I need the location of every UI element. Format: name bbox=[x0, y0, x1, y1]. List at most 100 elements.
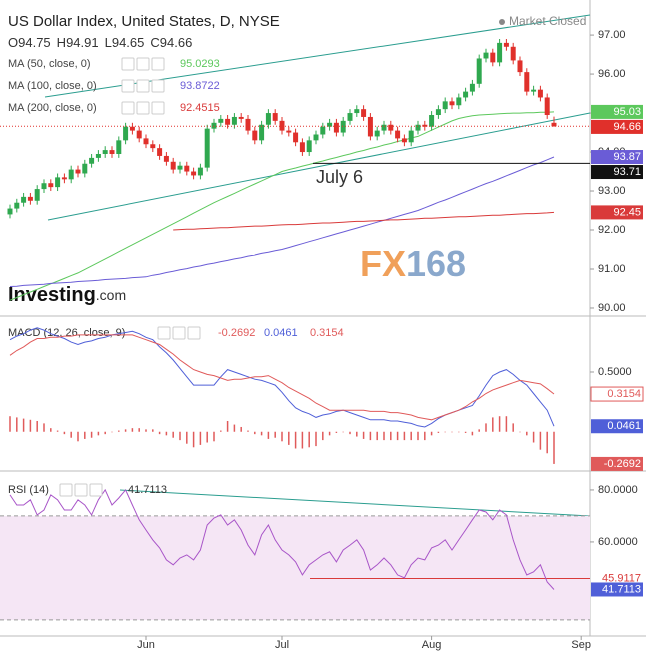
candle-body bbox=[517, 60, 523, 73]
ohlc-key: L bbox=[105, 35, 112, 50]
candle-body bbox=[347, 113, 353, 121]
legend-value: -0.2692 bbox=[218, 327, 255, 339]
candle-body bbox=[531, 89, 537, 92]
candle-body bbox=[252, 130, 258, 141]
legend-name: MA (100, close, 0) bbox=[8, 80, 97, 92]
ohlc-key: O bbox=[8, 35, 18, 50]
candle-body bbox=[129, 126, 135, 131]
price-badge: 95.03 bbox=[613, 106, 641, 118]
candle-body bbox=[422, 124, 428, 127]
y-tick-label: 60.0000 bbox=[598, 536, 638, 548]
histogram-bar bbox=[165, 431, 168, 436]
candle-body bbox=[497, 42, 503, 63]
histogram-bar bbox=[281, 431, 283, 442]
candle-body bbox=[354, 109, 360, 114]
chart-title: US Dollar Index, United States, D, NYSE bbox=[8, 13, 280, 30]
y-tick-label: 92.00 bbox=[598, 224, 626, 236]
logo: Investing.com bbox=[8, 284, 126, 306]
candle-body bbox=[150, 144, 156, 149]
histogram-bar bbox=[288, 431, 290, 445]
candle-body bbox=[510, 46, 516, 61]
histogram-bar bbox=[16, 417, 18, 432]
histogram-bar bbox=[383, 431, 385, 441]
candle-body bbox=[95, 153, 101, 158]
candle-body bbox=[238, 116, 244, 119]
moving-average-line bbox=[9, 156, 555, 287]
rsi-badge: 45.9117 bbox=[602, 572, 641, 584]
histogram-bar bbox=[396, 431, 399, 441]
candle-body bbox=[476, 58, 482, 84]
rsi-title: RSI (14) bbox=[8, 484, 49, 496]
histogram-bar bbox=[335, 431, 338, 433]
candle-body bbox=[442, 101, 448, 110]
legend-value: 0.3154 bbox=[310, 327, 344, 339]
candle-body bbox=[265, 113, 271, 125]
price-badge-bg bbox=[591, 165, 643, 180]
candle-body bbox=[490, 52, 496, 63]
histogram-bar bbox=[50, 428, 52, 432]
candle-body bbox=[449, 101, 455, 106]
candle-body bbox=[395, 130, 401, 139]
candle-body bbox=[401, 138, 407, 143]
candle-body bbox=[123, 126, 129, 141]
histogram-bar bbox=[260, 431, 263, 436]
histogram-bar bbox=[464, 431, 467, 433]
candle-body bbox=[333, 122, 339, 133]
legend-value: 95.0293 bbox=[180, 58, 220, 70]
histogram-bar bbox=[410, 431, 412, 441]
histogram-bar bbox=[22, 418, 25, 432]
histogram-bar bbox=[111, 431, 113, 433]
candle-body bbox=[55, 177, 61, 188]
trend-line bbox=[44, 14, 591, 98]
logo-text: Investing bbox=[8, 284, 96, 306]
legend-icon bbox=[59, 483, 73, 497]
ohlc-value: 94.65 bbox=[112, 35, 145, 50]
x-tick-label: Sep bbox=[571, 639, 591, 651]
candle-body bbox=[21, 196, 27, 203]
legend-icon bbox=[121, 101, 135, 115]
histogram-bar bbox=[29, 419, 32, 432]
histogram-bar bbox=[308, 431, 310, 448]
trend-line bbox=[119, 489, 591, 517]
candle-body bbox=[163, 155, 169, 162]
candle-body bbox=[7, 208, 13, 215]
candle-body bbox=[204, 128, 210, 168]
histogram-bar bbox=[36, 420, 38, 432]
histogram-bar bbox=[519, 431, 521, 433]
legend-value: 41.7113 bbox=[128, 484, 167, 496]
histogram-bar bbox=[485, 423, 487, 432]
candle-body bbox=[408, 130, 414, 143]
histogram-bar bbox=[70, 431, 72, 438]
legend-icon bbox=[89, 483, 103, 497]
histogram-bar bbox=[172, 431, 174, 438]
legend-icon bbox=[187, 326, 201, 340]
histogram-bar bbox=[458, 431, 460, 433]
histogram-bar bbox=[43, 423, 45, 432]
macd-title: MACD (12, 26, close, 9) bbox=[8, 327, 125, 339]
candle-body bbox=[191, 171, 197, 176]
price-badge-bg bbox=[591, 104, 643, 119]
macd-badge: -0.2692 bbox=[604, 458, 641, 470]
histogram-bar bbox=[471, 431, 474, 436]
histogram-bar bbox=[526, 431, 528, 436]
histogram-bar bbox=[356, 431, 358, 437]
y-tick-label: 96.00 bbox=[598, 68, 626, 80]
histogram-bar bbox=[532, 431, 535, 443]
moving-average-line bbox=[9, 111, 555, 301]
macd-badge: 0.3154 bbox=[607, 388, 641, 400]
histogram-bar bbox=[233, 424, 236, 432]
histogram-bar bbox=[56, 430, 59, 432]
candle-body bbox=[551, 122, 557, 127]
rsi-band bbox=[0, 515, 590, 620]
candle-body bbox=[109, 150, 115, 154]
histogram-bar bbox=[274, 431, 276, 438]
histogram-bar bbox=[478, 429, 480, 432]
histogram-bar bbox=[492, 417, 494, 432]
price-badge-bg bbox=[591, 119, 643, 134]
legend-icon bbox=[157, 326, 171, 340]
macd-line bbox=[9, 334, 555, 421]
histogram-bar bbox=[90, 431, 93, 438]
trend-line bbox=[47, 112, 591, 221]
histogram-bar bbox=[206, 431, 208, 443]
